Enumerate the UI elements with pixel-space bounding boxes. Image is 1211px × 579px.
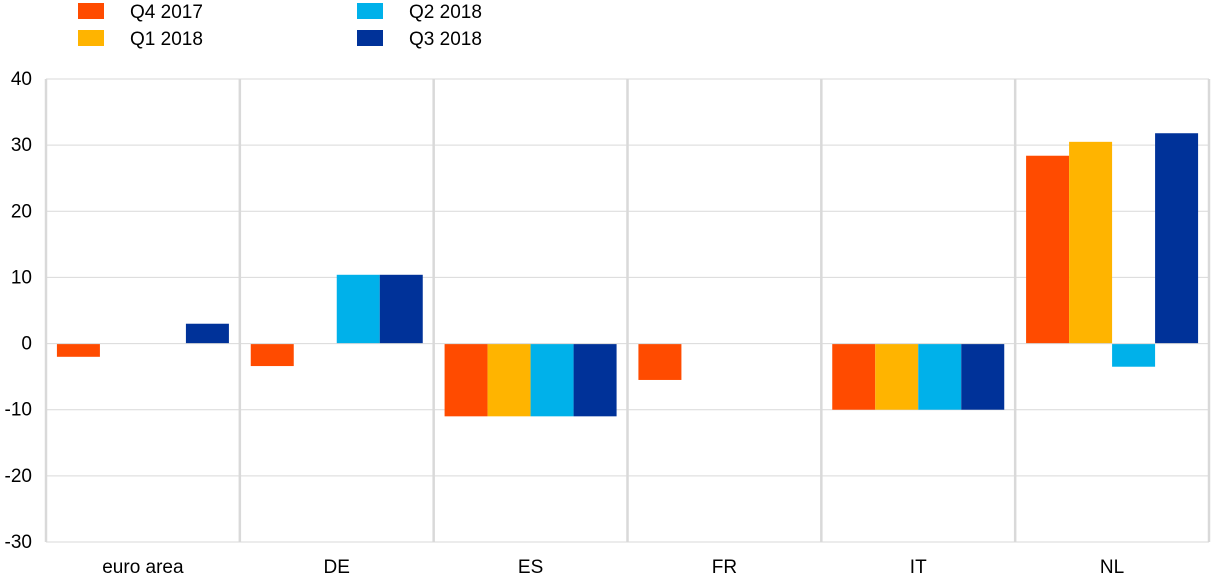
legend-swatch bbox=[78, 30, 104, 46]
bar bbox=[530, 343, 574, 417]
y-tick-label: 30 bbox=[11, 135, 32, 156]
bar bbox=[1069, 141, 1113, 344]
y-tick-label: 10 bbox=[11, 267, 32, 288]
y-tick-label: -30 bbox=[5, 532, 32, 553]
bar bbox=[638, 343, 682, 380]
y-tick-label: -20 bbox=[5, 466, 32, 487]
category-separators bbox=[44, 79, 1211, 542]
x-tick-label: DE bbox=[324, 557, 350, 574]
y-tick-label: 20 bbox=[11, 201, 32, 222]
legend-label: Q4 2017 bbox=[130, 2, 203, 23]
legend: Q4 2017 Q1 2018 Q2 2018 Q3 2018 bbox=[78, 2, 482, 50]
y-tick-label: 0 bbox=[21, 334, 32, 355]
y-tick-label: -10 bbox=[5, 400, 32, 421]
bar bbox=[185, 323, 229, 344]
bar bbox=[1155, 133, 1199, 344]
y-tick-label: 40 bbox=[11, 69, 32, 90]
bar bbox=[918, 343, 962, 410]
bar bbox=[336, 274, 380, 344]
bars bbox=[56, 133, 1199, 417]
bar bbox=[961, 343, 1005, 410]
bar bbox=[379, 274, 423, 344]
x-tick-label: euro area bbox=[102, 557, 184, 574]
bar bbox=[1026, 155, 1070, 344]
legend-label: Q2 2018 bbox=[409, 2, 482, 23]
y-axis-tick-labels: -30 -20 -10 0 10 20 30 40 bbox=[5, 69, 32, 553]
bar bbox=[487, 343, 531, 417]
legend-label: Q1 2018 bbox=[130, 29, 203, 50]
legend-swatch bbox=[357, 30, 383, 46]
x-tick-label: FR bbox=[712, 557, 737, 574]
bar bbox=[56, 343, 100, 357]
legend-label: Q3 2018 bbox=[409, 29, 482, 50]
x-axis-tick-labels: euro area DE ES FR IT NL bbox=[102, 557, 1124, 578]
x-tick-label: NL bbox=[1100, 557, 1124, 574]
bar bbox=[444, 343, 488, 417]
bar bbox=[1112, 343, 1156, 367]
x-tick-label: ES bbox=[518, 557, 543, 574]
legend-swatch bbox=[357, 3, 383, 19]
bar bbox=[250, 343, 294, 367]
x-tick-label: IT bbox=[910, 557, 927, 574]
legend-swatch bbox=[78, 3, 104, 19]
bar bbox=[875, 343, 919, 410]
bar bbox=[573, 343, 617, 417]
bar bbox=[832, 343, 876, 410]
